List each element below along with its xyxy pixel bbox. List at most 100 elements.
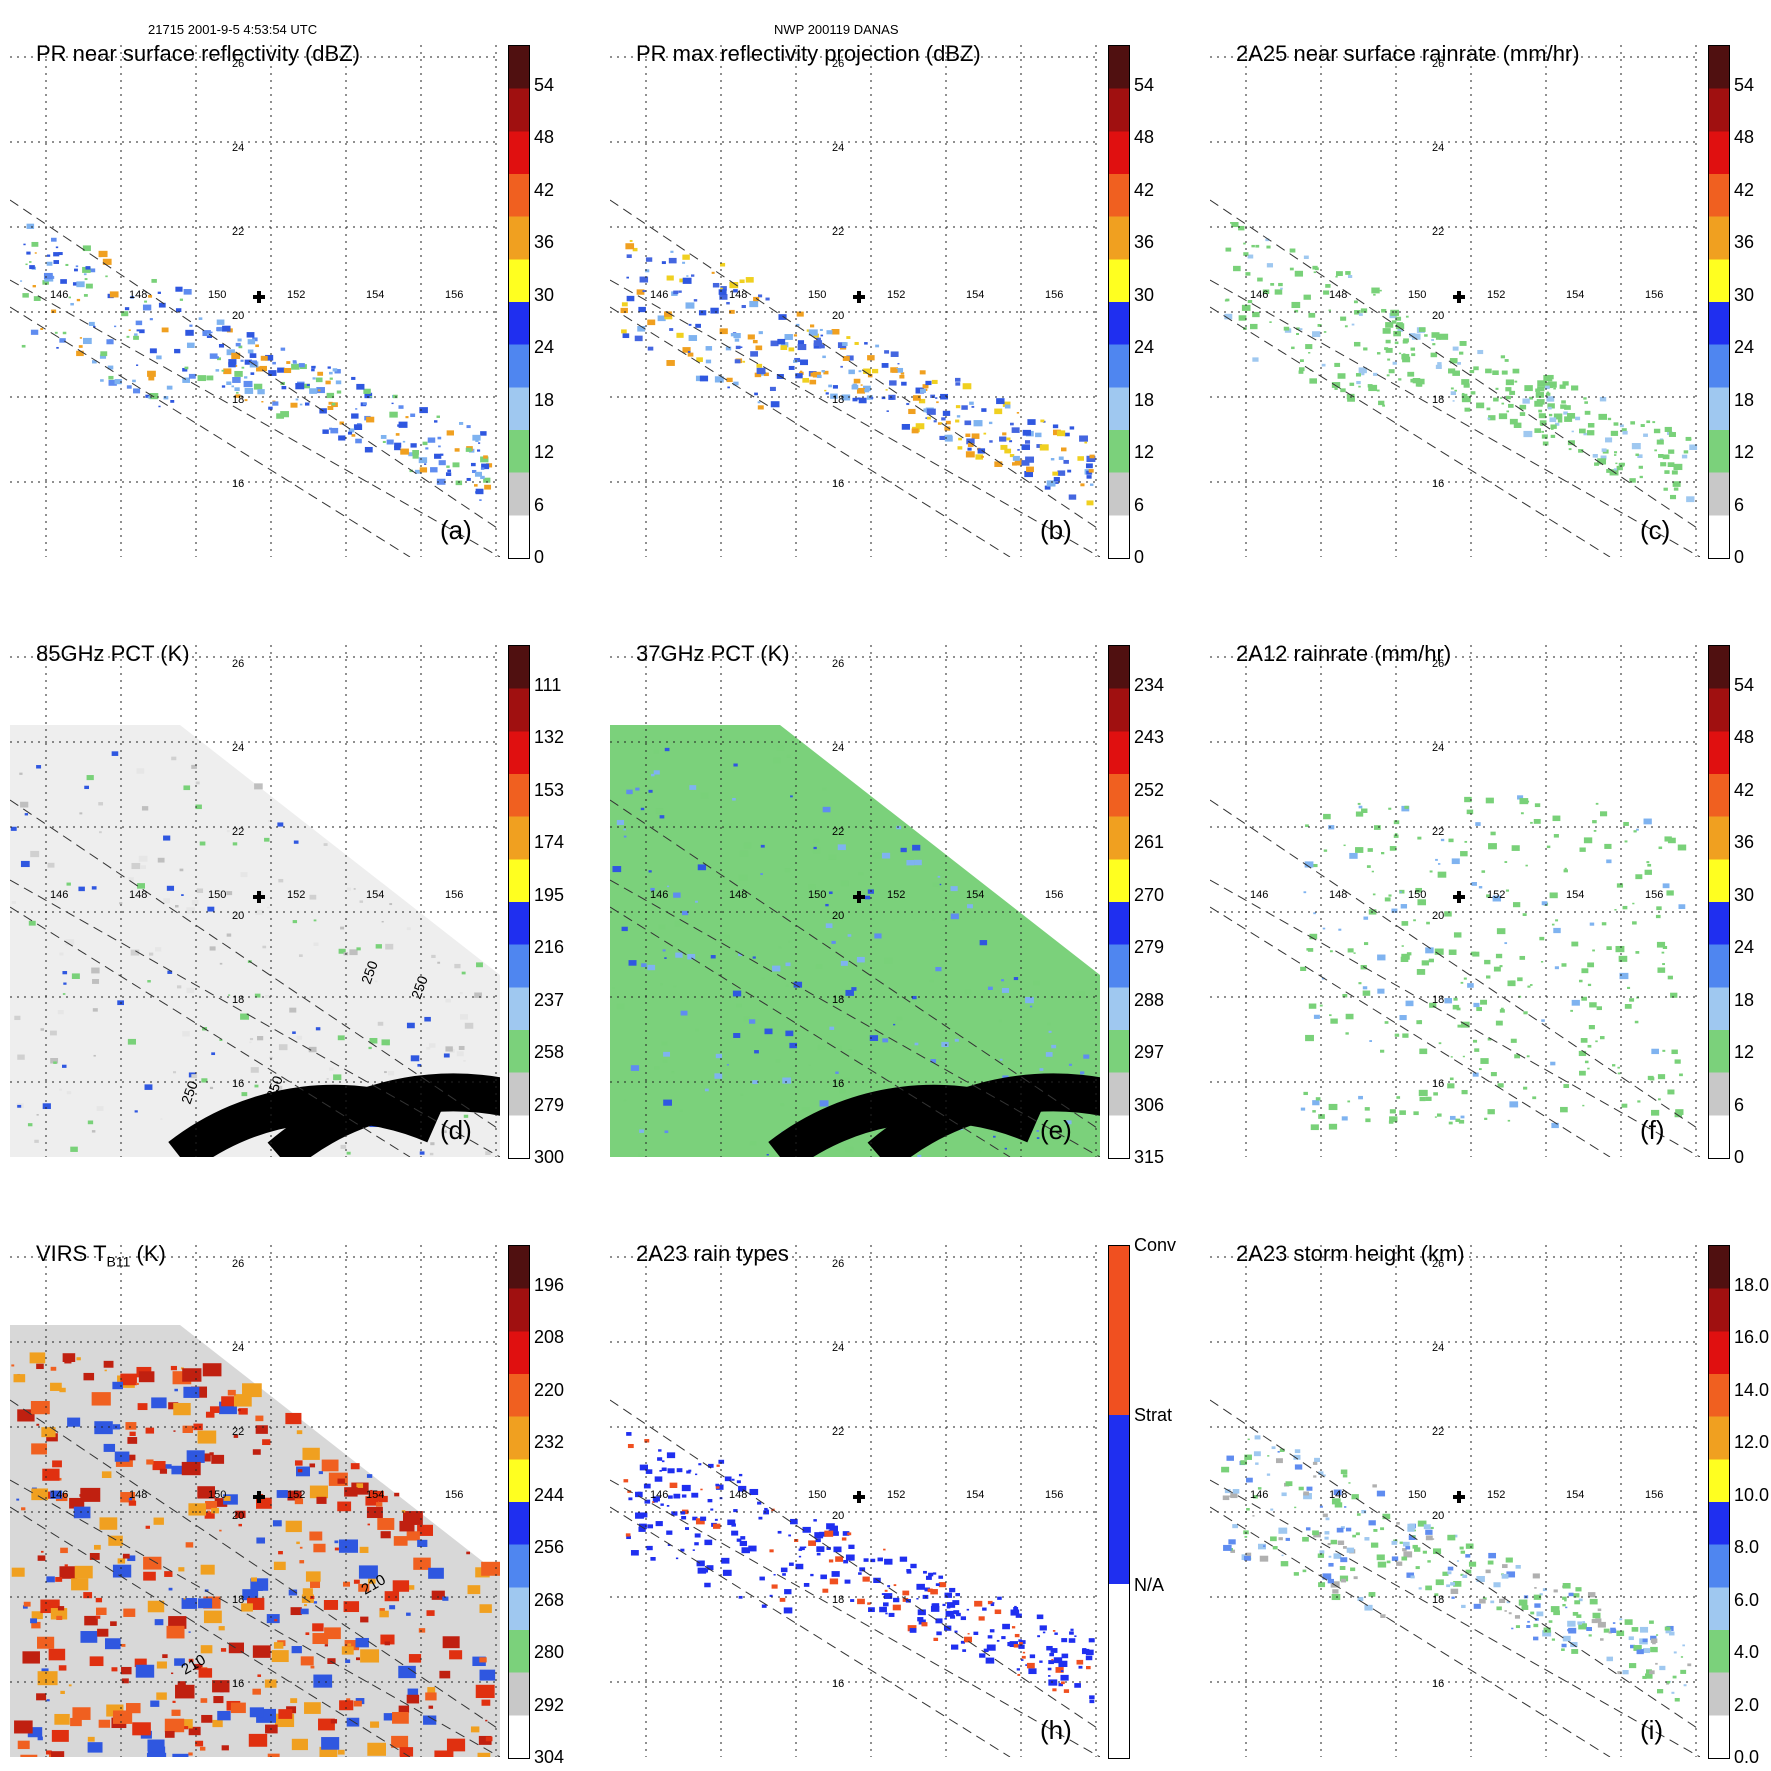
- data-pixel: [644, 1499, 651, 1504]
- data-pixel: [686, 275, 689, 277]
- colorbar-tick-label: 24: [1134, 337, 1155, 358]
- data-pixel: [933, 420, 937, 423]
- data-pixel: [1448, 838, 1454, 843]
- data-pixel: [228, 994, 231, 996]
- data-pixel: [267, 820, 271, 822]
- data-pixel: [950, 913, 959, 920]
- data-pixel: [1025, 456, 1035, 463]
- data-pixel: [1417, 836, 1422, 840]
- data-pixel: [226, 830, 230, 833]
- data-pixel: [59, 1088, 63, 1091]
- colorbar-tick-label: 153: [534, 779, 565, 800]
- data-pixel: [1654, 449, 1657, 452]
- data-pixel: [719, 328, 728, 335]
- data-pixel: [315, 1027, 321, 1031]
- data-pixel: [828, 1559, 834, 1563]
- data-pixel: [1546, 391, 1550, 394]
- data-pixel: [733, 1509, 738, 1513]
- data-pixel: [339, 421, 344, 425]
- data-pixel: [1303, 1493, 1312, 1500]
- data-pixel: [158, 302, 166, 308]
- data-pixel: [280, 411, 290, 418]
- data-pixel: [714, 1518, 718, 1521]
- data-pixel: [756, 363, 763, 368]
- data-pixel: [1340, 1469, 1348, 1475]
- data-pixel: [1338, 928, 1342, 931]
- data-pixel: [1224, 313, 1233, 320]
- data-pixel: [642, 784, 646, 787]
- data-pixel: [912, 395, 921, 401]
- data-pixel: [309, 1485, 329, 1499]
- data-pixel: [1331, 1594, 1341, 1601]
- data-pixel: [327, 1658, 336, 1664]
- data-pixel: [1417, 899, 1427, 906]
- data-pixel: [1553, 413, 1563, 420]
- data-pixel: [1085, 463, 1093, 469]
- swath-edge-line: [610, 199, 1100, 531]
- data-pixel: [681, 1494, 687, 1498]
- latitude-label: 24: [1432, 1342, 1444, 1354]
- data-pixel: [1635, 874, 1643, 880]
- data-pixel: [1319, 1550, 1325, 1554]
- data-pixel: [638, 1523, 647, 1530]
- data-pixel: [87, 1742, 103, 1753]
- data-pixel: [1412, 378, 1421, 384]
- data-pixel: [1021, 460, 1030, 466]
- data-pixel: [480, 467, 485, 470]
- data-pixel: [132, 379, 136, 383]
- data-pixel: [780, 1103, 785, 1107]
- data-pixel: [1262, 289, 1270, 294]
- data-pixel: [484, 484, 492, 490]
- data-pixel: [1504, 1610, 1507, 1612]
- data-pixel: [1243, 252, 1249, 256]
- data-pixel: [1470, 951, 1477, 956]
- data-pixel: [1060, 1681, 1065, 1685]
- data-pixel: [643, 1483, 651, 1489]
- data-pixel: [848, 1558, 853, 1561]
- data-pixel: [1562, 1583, 1571, 1589]
- data-pixel: [1547, 406, 1552, 410]
- data-pixel: [23, 1601, 31, 1607]
- data-pixel: [1257, 1487, 1262, 1490]
- data-pixel: [1024, 470, 1034, 478]
- data-pixel: [663, 1051, 671, 1057]
- data-pixel: [1280, 287, 1283, 290]
- data-pixel: [424, 463, 427, 465]
- data-pixel: [252, 1645, 271, 1658]
- data-pixel: [822, 806, 831, 813]
- longitude-label: 146: [650, 289, 668, 301]
- data-pixel: [188, 1726, 201, 1736]
- colorbar-tick-label: 279: [534, 1094, 565, 1115]
- data-pixel: [1358, 1095, 1363, 1100]
- data-pixel: [380, 1531, 391, 1539]
- data-pixel: [1589, 922, 1595, 926]
- data-pixel: [481, 1561, 500, 1576]
- data-pixel: [85, 283, 93, 289]
- data-pixel: [1462, 1574, 1468, 1578]
- data-pixel: [1522, 398, 1530, 404]
- data-pixel: [1603, 1628, 1610, 1633]
- data-pixel: [1401, 945, 1404, 947]
- data-pixel: [1014, 1605, 1017, 1608]
- data-pixel: [659, 1469, 662, 1472]
- data-pixel: [1564, 416, 1573, 422]
- data-pixel: [826, 330, 833, 335]
- data-pixel: [36, 1114, 39, 1116]
- data-pixel: [130, 949, 140, 956]
- data-pixel: [695, 900, 698, 903]
- data-pixel: [1524, 385, 1533, 392]
- panel-a: 146 148 150 152 154 156 26 24 22 20 18 16 PR near su…: [10, 41, 570, 567]
- data-pixel: [721, 1557, 730, 1564]
- data-pixel: [1230, 222, 1233, 224]
- data-pixel: [873, 852, 882, 859]
- data-pixel: [46, 1576, 55, 1583]
- data-pixel: [41, 1427, 56, 1438]
- data-pixel: [687, 953, 696, 960]
- data-pixel: [1309, 378, 1318, 384]
- data-pixel: [1461, 393, 1468, 398]
- data-pixel: [53, 260, 60, 264]
- data-pixel: [1529, 396, 1534, 400]
- data-pixel: [638, 306, 646, 313]
- data-pixel: [36, 1693, 47, 1701]
